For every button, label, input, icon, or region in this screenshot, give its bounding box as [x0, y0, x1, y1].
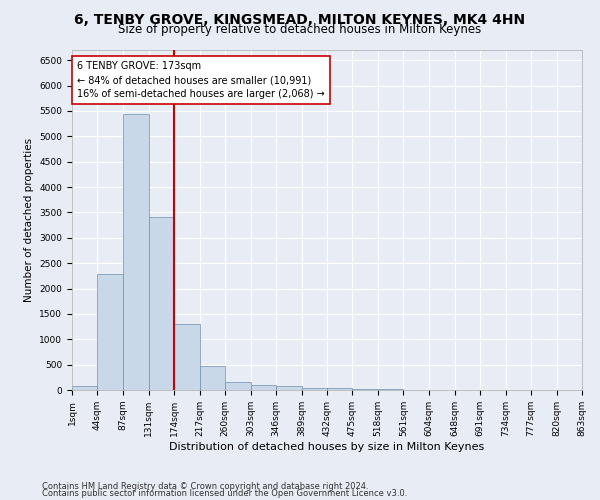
Bar: [251, 386, 276, 390]
X-axis label: Distribution of detached houses by size in Milton Keynes: Distribution of detached houses by size …: [169, 442, 485, 452]
Text: Contains public sector information licensed under the Open Government Licence v3: Contains public sector information licen…: [42, 489, 407, 498]
Bar: [149, 218, 175, 390]
Text: Size of property relative to detached houses in Milton Keynes: Size of property relative to detached ho…: [118, 22, 482, 36]
Bar: [123, 114, 149, 390]
Bar: [97, 274, 123, 390]
Bar: [276, 386, 302, 390]
Bar: [327, 388, 352, 390]
Text: Contains HM Land Registry data © Crown copyright and database right 2024.: Contains HM Land Registry data © Crown c…: [42, 482, 368, 491]
Bar: [200, 366, 225, 390]
Text: 6, TENBY GROVE, KINGSMEAD, MILTON KEYNES, MK4 4HN: 6, TENBY GROVE, KINGSMEAD, MILTON KEYNES…: [74, 12, 526, 26]
Bar: [72, 386, 97, 390]
Text: 6 TENBY GROVE: 173sqm
← 84% of detached houses are smaller (10,991)
16% of semi-: 6 TENBY GROVE: 173sqm ← 84% of detached …: [77, 61, 325, 99]
Bar: [225, 382, 251, 390]
Bar: [175, 324, 200, 390]
Bar: [302, 388, 327, 390]
Bar: [352, 389, 378, 390]
Y-axis label: Number of detached properties: Number of detached properties: [24, 138, 34, 302]
